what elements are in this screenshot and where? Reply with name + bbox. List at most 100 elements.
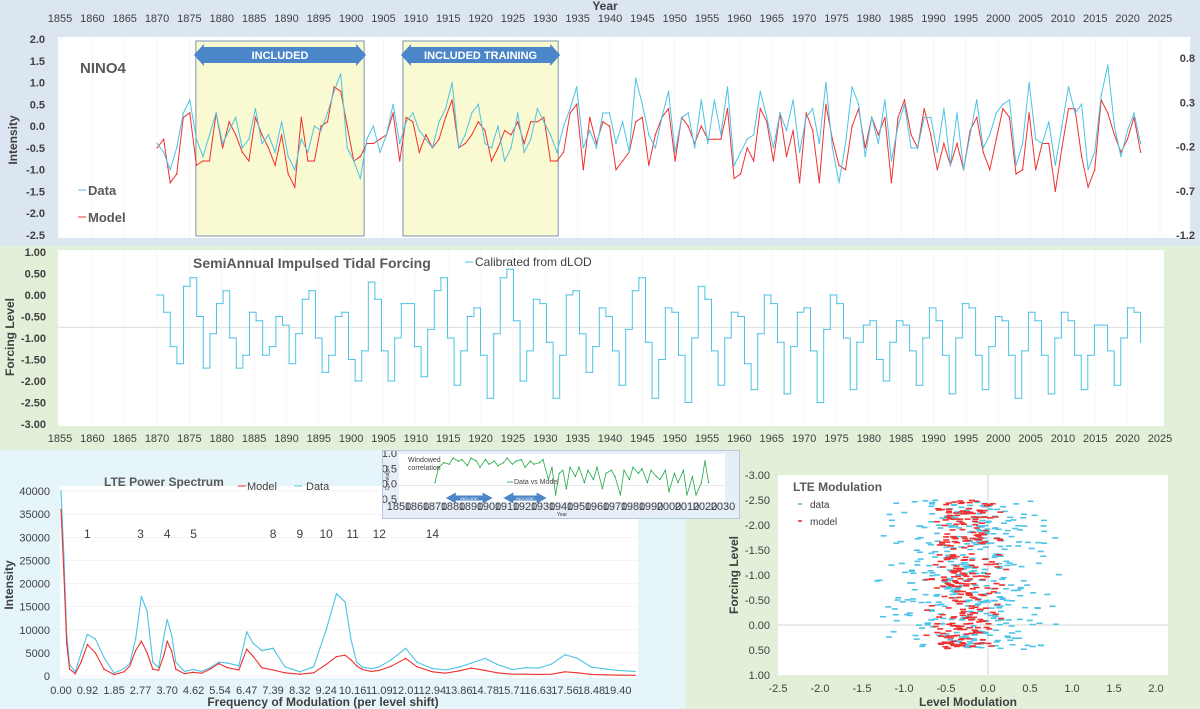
data-point-18 [166,618,168,621]
correlation-point-4 [452,457,454,459]
model-point-68 [602,121,604,123]
model-point-0 [156,147,158,149]
x-tick-label: 12.94 [419,685,447,697]
data-point-120 [943,108,945,110]
model-point-42 [378,669,380,672]
data-point-5 [189,99,191,101]
model-point-143 [1094,169,1096,171]
lte-panel: -2.5 -2.0 -1.5 -1.0 -0.5 0.0 0.5 1.0 1.5 2.0 -3.00… [686,450,1200,709]
x-tick-label: 1990 [639,501,663,513]
forcing-point-131 [1021,350,1023,352]
x-tick-label: 0.00 [50,685,71,697]
forcing-point-89 [743,363,746,365]
y-tick-label: -1.5 [26,186,45,198]
data-point-0 [60,490,62,492]
model-point-55 [517,121,519,123]
model-point-125 [976,116,978,119]
x-tick-label: 2020 [693,501,717,513]
model-point-126 [982,151,984,153]
x-tick-label: 0.92 [77,685,98,697]
data-point-27 [333,90,335,93]
data-point-6 [195,138,198,140]
forcing-point-149 [1139,341,1142,343]
model-point-19 [280,134,283,136]
forcing-point-70 [618,384,620,386]
forcing-point-130 [1014,397,1016,399]
data-point-47 [464,134,466,136]
model-point-60 [549,160,552,162]
model-point-15 [254,116,257,119]
forcing-point-91 [757,333,759,335]
forcing-point-26 [328,354,330,356]
forcing-point-113 [902,324,904,326]
model-point-30 [261,667,263,669]
x-tick-label: 11.09 [366,685,393,697]
model-point-78 [667,108,670,110]
data-point-136 [1048,121,1050,123]
model-point-35 [325,663,327,666]
data-point-84 [707,142,709,145]
x-tick-label: 1875 [177,13,201,25]
model-point-99 [805,112,807,114]
x-tick-label: 1950 [567,501,591,513]
model-point-86 [720,138,722,140]
x-tick-label: 7.39 [262,685,283,697]
data-point-37 [344,601,346,603]
x-axis-title: Year [557,512,567,518]
data-point-69 [608,112,611,114]
data-point-3 [176,147,178,149]
x-tick-label: 1920 [513,501,537,513]
x-tick-label: 1875 [177,433,201,445]
x-tick-label: 2030 [711,501,735,513]
x-tick-label: 1865 [112,433,136,445]
forcing-point-69 [611,350,614,352]
lte-chart: -2.5 -2.0 -1.5 -1.0 -0.5 0.0 0.5 1.0 1.5 2.0 -3.00… [727,470,1168,709]
data-point-59 [543,121,545,123]
data-point-28 [246,631,248,633]
y-tick-label: -2.00 [745,520,770,532]
x-tick-label: 1930 [533,433,557,445]
forcing-point-146 [1120,337,1122,339]
data-point-39 [412,112,414,114]
forcing-point-33 [374,298,376,300]
correlation-point-9 [475,460,478,462]
forcing-point-119 [941,354,944,356]
model-point-52 [511,673,513,675]
forcing-point-76 [658,358,660,361]
model-point-29 [252,655,254,658]
y2-tick-label: -0.2 [1176,142,1195,154]
forcing-point-82 [697,285,699,288]
correlation-point-22 [533,463,535,465]
included-label: INCLUDED [252,50,309,62]
correlation-point-40 [610,469,613,471]
correlation-point-55 [677,481,679,484]
correlation-point-6 [461,458,463,461]
forcing-point-144 [1106,350,1109,352]
forcing-point-61 [559,354,561,356]
data-point-115 [910,147,912,149]
correlation-point-62 [707,481,710,484]
correlation-point-10 [479,466,481,468]
model-point-140 [1074,108,1076,110]
included-label: INCLUDED TRAINING [424,50,537,62]
forcing-point-75 [651,397,653,399]
data-point-9 [113,672,115,674]
model-point-138 [1061,147,1063,149]
data-point-145 [1107,64,1109,66]
model-point-27 [333,86,335,88]
data-point-20 [287,155,289,158]
data-point-42 [431,147,434,149]
forcing-point-104 [842,337,845,339]
data-point-14 [248,138,250,140]
peak-label: 12 [373,527,387,541]
data-point-33 [299,671,301,673]
data-point-9 [215,112,217,114]
x-tick-label: 2020 [1115,13,1139,25]
forcing-point-123 [968,307,970,309]
nino4-chart: 1855 1860 1865 1870 1875 1880 1885 1890 1895 1900… [6,0,1195,242]
y-tick-label: 1.5 [30,56,45,68]
forcing-point-83 [704,298,706,300]
model-point-50 [484,669,486,672]
model-point-26 [226,667,229,669]
x-tick-label: -1.5 [853,683,872,695]
